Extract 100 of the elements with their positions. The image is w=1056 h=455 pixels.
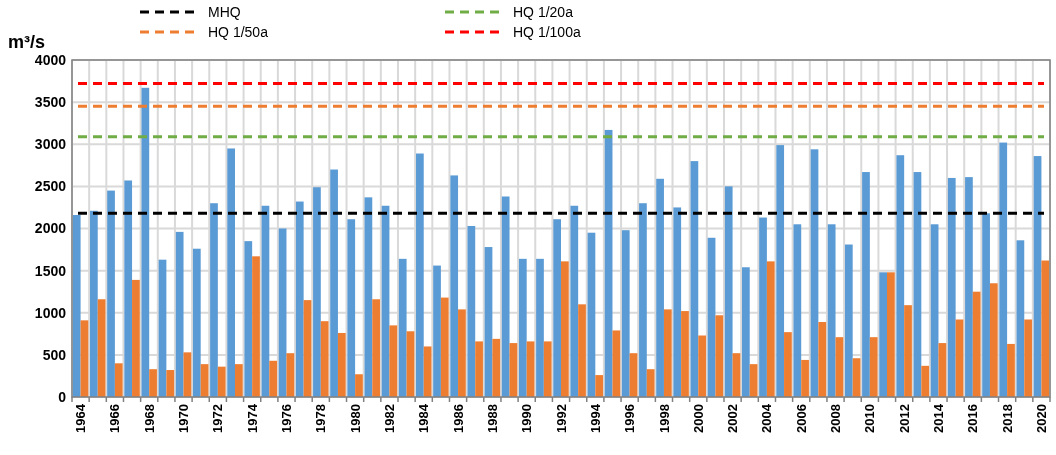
bar	[313, 187, 321, 397]
bar	[989, 283, 998, 397]
x-tick-label: 1974	[244, 403, 260, 433]
x-tick-label: 2010	[862, 404, 878, 433]
bar	[1041, 260, 1050, 397]
bar	[337, 332, 346, 397]
bar	[330, 169, 338, 397]
bar	[433, 265, 441, 397]
bar	[862, 172, 870, 397]
bar	[793, 224, 802, 397]
bar	[286, 353, 295, 397]
bar	[896, 155, 905, 397]
bar	[715, 315, 724, 397]
bar	[158, 259, 167, 397]
x-tick-label: 2000	[690, 404, 706, 433]
bar	[999, 142, 1008, 397]
bar	[707, 237, 716, 397]
bar	[124, 180, 133, 397]
x-tick-label: 1998	[656, 404, 672, 433]
bar	[663, 309, 672, 397]
bar	[646, 369, 655, 397]
bar	[416, 153, 424, 397]
y-tick-label: 1000	[34, 304, 67, 321]
x-tick-label: 1970	[176, 404, 192, 433]
bar	[398, 258, 407, 397]
x-tick-label: 2014	[931, 403, 947, 433]
x-tick-label: 1976	[279, 404, 295, 433]
bar	[681, 311, 689, 397]
legend-label: HQ 1/20a	[513, 3, 574, 20]
bar	[801, 359, 809, 397]
bar	[972, 291, 981, 397]
bar	[955, 319, 964, 397]
bar	[938, 343, 947, 397]
x-tick-label: 1966	[107, 404, 123, 433]
bar	[389, 325, 398, 397]
bar	[227, 148, 235, 397]
bar	[269, 360, 278, 397]
bar	[252, 256, 260, 397]
bar	[612, 330, 621, 397]
x-tick-label: 1978	[313, 404, 329, 433]
bar	[690, 161, 699, 397]
x-tick-label: 2002	[725, 404, 741, 433]
bar	[97, 299, 106, 397]
bar	[742, 267, 750, 397]
bar	[776, 145, 785, 397]
bar	[210, 203, 218, 397]
y-tick-label: 0	[58, 388, 67, 405]
x-tick-label: 2008	[828, 404, 844, 433]
bar	[450, 175, 459, 397]
x-tick-label: 1988	[484, 404, 500, 433]
bar	[818, 322, 827, 397]
bar	[578, 304, 586, 397]
bar	[423, 346, 432, 397]
bar	[1007, 343, 1015, 397]
bar	[982, 213, 990, 397]
bar	[90, 210, 98, 397]
bar	[561, 261, 569, 397]
bar	[440, 297, 449, 397]
bar	[759, 217, 767, 397]
bar	[827, 224, 836, 397]
y-tick-label: 500	[42, 346, 67, 363]
bar	[141, 87, 150, 397]
bar	[406, 331, 415, 397]
bar	[1024, 319, 1032, 397]
bar	[844, 244, 853, 397]
x-tick-label: 2006	[793, 404, 809, 433]
bar	[656, 178, 664, 397]
x-tick-label: 1994	[587, 403, 603, 433]
bar	[595, 375, 604, 397]
bar	[553, 219, 561, 397]
bar	[217, 366, 226, 397]
bar	[965, 177, 973, 397]
bar	[320, 321, 329, 397]
x-tick-label: 1990	[519, 404, 535, 433]
bar	[235, 364, 243, 397]
bar	[278, 228, 287, 397]
y-axis-title: m³/s	[8, 32, 46, 52]
bar	[698, 335, 706, 397]
legend-label: MHQ	[208, 3, 241, 20]
x-tick-label: 2016	[965, 404, 981, 433]
x-tick-label: 1972	[210, 404, 226, 433]
x-tick-label: 2012	[896, 404, 912, 433]
x-tick-label: 1980	[347, 404, 363, 433]
x-tick-label: 1984	[416, 403, 432, 433]
bar	[132, 279, 140, 397]
bar	[784, 332, 792, 397]
y-tick-label: 3500	[34, 94, 67, 111]
bar	[303, 300, 312, 397]
bar	[673, 207, 682, 397]
bar	[1016, 240, 1025, 397]
bar	[913, 172, 922, 397]
bar	[724, 186, 733, 397]
bar	[921, 365, 930, 397]
bar	[355, 374, 363, 397]
bar	[526, 341, 535, 397]
bar	[458, 309, 466, 397]
bar	[149, 369, 157, 397]
bar	[244, 241, 253, 397]
bar	[175, 231, 184, 397]
bar	[766, 261, 775, 397]
